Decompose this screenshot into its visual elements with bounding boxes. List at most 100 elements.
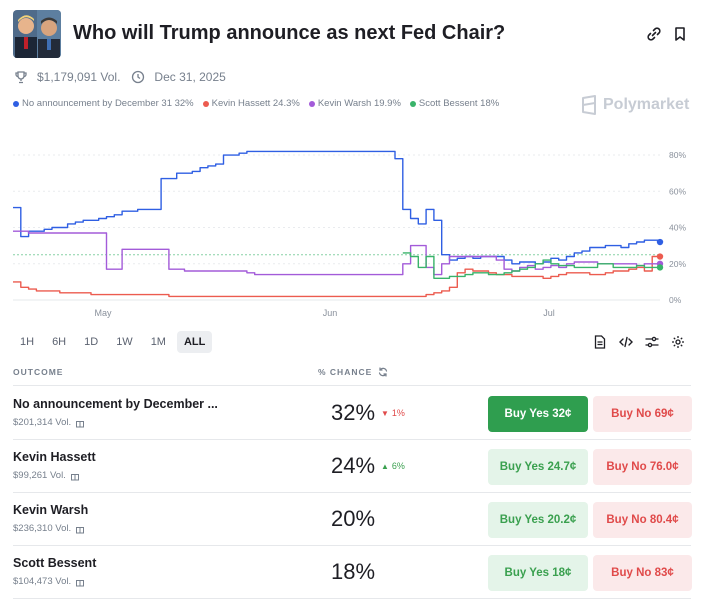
series-line — [13, 150, 661, 265]
time-range-selector: 1H 6H 1D 1W 1M ALL — [13, 331, 216, 353]
outcome-name: Scott Bessent — [13, 556, 97, 570]
buy-no-button[interactable]: Buy No 83¢ — [593, 555, 692, 591]
series-line — [13, 255, 660, 298]
outcome-chance: 24% — [331, 453, 376, 478]
gift-icon — [75, 577, 85, 587]
brand-watermark: Polymarket — [580, 95, 689, 115]
y-tick-label: 0% — [669, 295, 682, 305]
refresh-icon[interactable] — [378, 367, 388, 377]
legend-item: Kevin Warsh 19.9% — [308, 98, 401, 109]
range-all-button[interactable]: ALL — [176, 331, 213, 353]
gift-icon — [75, 418, 85, 428]
outcome-volume: $99,261 Vol. — [13, 470, 80, 481]
divider — [13, 385, 691, 386]
volume-value: $201,314 Vol. — [13, 417, 72, 428]
series-line — [13, 230, 660, 276]
market-meta: $1,179,091 Vol. Dec 31, 2025 — [13, 68, 226, 86]
range-1h-button[interactable]: 1H — [20, 336, 35, 348]
series-end-dot — [656, 264, 664, 271]
clock-icon — [130, 69, 146, 85]
gift-icon — [70, 471, 80, 481]
outcome-chance: 32% — [331, 400, 376, 425]
buy-yes-button[interactable]: Buy Yes 20.2¢ — [488, 502, 588, 538]
trophy-icon — [13, 69, 29, 85]
outcome-chance: 20% — [331, 506, 376, 531]
y-tick-label: 60% — [669, 186, 686, 196]
price-history-chart[interactable]: 80% 60% 40% 20% 0% May Jun Jul — [0, 140, 704, 330]
legend-dot — [409, 100, 416, 107]
market-title: Who will Trump announce as next Fed Chai… — [73, 22, 506, 44]
volume-value: $99,261 Vol. — [13, 470, 66, 481]
legend-label: Scott Bessent 18% — [418, 98, 500, 109]
outcome-volume: $236,310 Vol. — [13, 523, 85, 534]
market-header: Who will Trump announce as next Fed Chai… — [13, 10, 693, 58]
legend-item: Scott Bessent 18% — [409, 98, 500, 109]
outcome-volume: $104,473 Vol. — [13, 576, 85, 587]
chance-column-header: % CHANCE — [318, 367, 388, 377]
range-6h-button[interactable]: 6H — [52, 336, 67, 348]
divider — [13, 545, 691, 546]
up-arrow-icon: ▲ — [381, 461, 389, 471]
outcome-row[interactable]: No announcement by December ... $201,314… — [13, 386, 692, 439]
y-tick-label: 40% — [669, 223, 686, 233]
divider — [13, 439, 691, 440]
range-1w-button[interactable]: 1W — [116, 336, 133, 348]
buy-yes-button[interactable]: Buy Yes 24.7¢ — [488, 449, 588, 485]
buy-no-button[interactable]: Buy No 80.4¢ — [593, 502, 692, 538]
outcome-volume: $201,314 Vol. — [13, 417, 85, 428]
outcome-row[interactable]: Scott Bessent $104,473 Vol. 18% Buy Yes … — [13, 545, 692, 598]
sliders-icon[interactable] — [644, 334, 660, 350]
down-arrow-icon: ▼ — [381, 408, 389, 418]
chance-change-up: ▲ 6% — [381, 461, 405, 471]
buy-no-button[interactable]: Buy No 76.0¢ — [593, 449, 692, 485]
buy-no-button[interactable]: Buy No 69¢ — [593, 396, 692, 432]
outcome-chance: 18% — [331, 559, 376, 584]
gift-icon — [75, 524, 85, 534]
x-tick-label: Jul — [543, 308, 555, 318]
y-tick-label: 80% — [669, 150, 686, 160]
polymarket-logo-icon — [582, 95, 596, 115]
series-end-dot — [656, 253, 664, 260]
outcome-name: No announcement by December ... — [13, 397, 218, 411]
divider — [13, 598, 691, 599]
range-1m-button[interactable]: 1M — [150, 336, 166, 348]
bookmark-icon[interactable] — [670, 24, 690, 44]
range-1d-button[interactable]: 1D — [84, 336, 99, 348]
legend-label: Kevin Warsh 19.9% — [317, 98, 401, 109]
legend-dot — [13, 100, 19, 107]
change-value: 6% — [391, 461, 405, 471]
volume-value: $104,473 Vol. — [13, 576, 72, 587]
legend-label: Kevin Hassett 24.3% — [211, 98, 300, 109]
chart-legend: No announcement by December 31 32% Kevin… — [13, 98, 508, 109]
link-icon[interactable] — [644, 24, 664, 44]
x-tick-label: May — [94, 308, 112, 318]
outcome-name: Kevin Warsh — [13, 503, 89, 517]
divider — [13, 492, 691, 493]
x-tick-label: Jun — [323, 308, 338, 318]
legend-dot — [202, 100, 209, 107]
outcome-row[interactable]: Kevin Warsh $236,310 Vol. 20% Buy Yes 20… — [13, 492, 692, 545]
y-tick-label: 20% — [669, 259, 686, 269]
end-date-text: Dec 31, 2025 — [154, 70, 226, 84]
outcome-column-header: OUTCOME — [13, 367, 64, 377]
buy-yes-button[interactable]: Buy Yes 32¢ — [488, 396, 588, 432]
chance-change-down: ▼ 1% — [381, 408, 405, 418]
outcome-name: Kevin Hassett — [13, 450, 96, 464]
legend-item: No announcement by December 31 32% — [13, 98, 194, 109]
document-icon[interactable] — [592, 334, 608, 350]
chart-tools — [592, 334, 696, 350]
volume-value: $236,310 Vol. — [13, 523, 72, 534]
change-value: 1% — [391, 408, 405, 418]
market-avatar — [13, 10, 61, 58]
outcome-row[interactable]: Kevin Hassett $99,261 Vol. 24% ▲ 6% Buy Y… — [13, 439, 692, 492]
series-line — [402, 252, 660, 279]
series-end-dot — [656, 238, 664, 246]
legend-dot — [308, 100, 315, 107]
settings-gear-icon[interactable] — [670, 334, 686, 350]
legend-label: No announcement by December 31 32% — [22, 98, 194, 109]
legend-item: Kevin Hassett 24.3% — [202, 98, 300, 109]
embed-code-icon[interactable] — [618, 334, 634, 350]
brand-name: Polymarket — [603, 96, 690, 113]
buy-yes-button[interactable]: Buy Yes 18¢ — [488, 555, 588, 591]
volume-text: $1,179,091 Vol. — [37, 70, 121, 84]
